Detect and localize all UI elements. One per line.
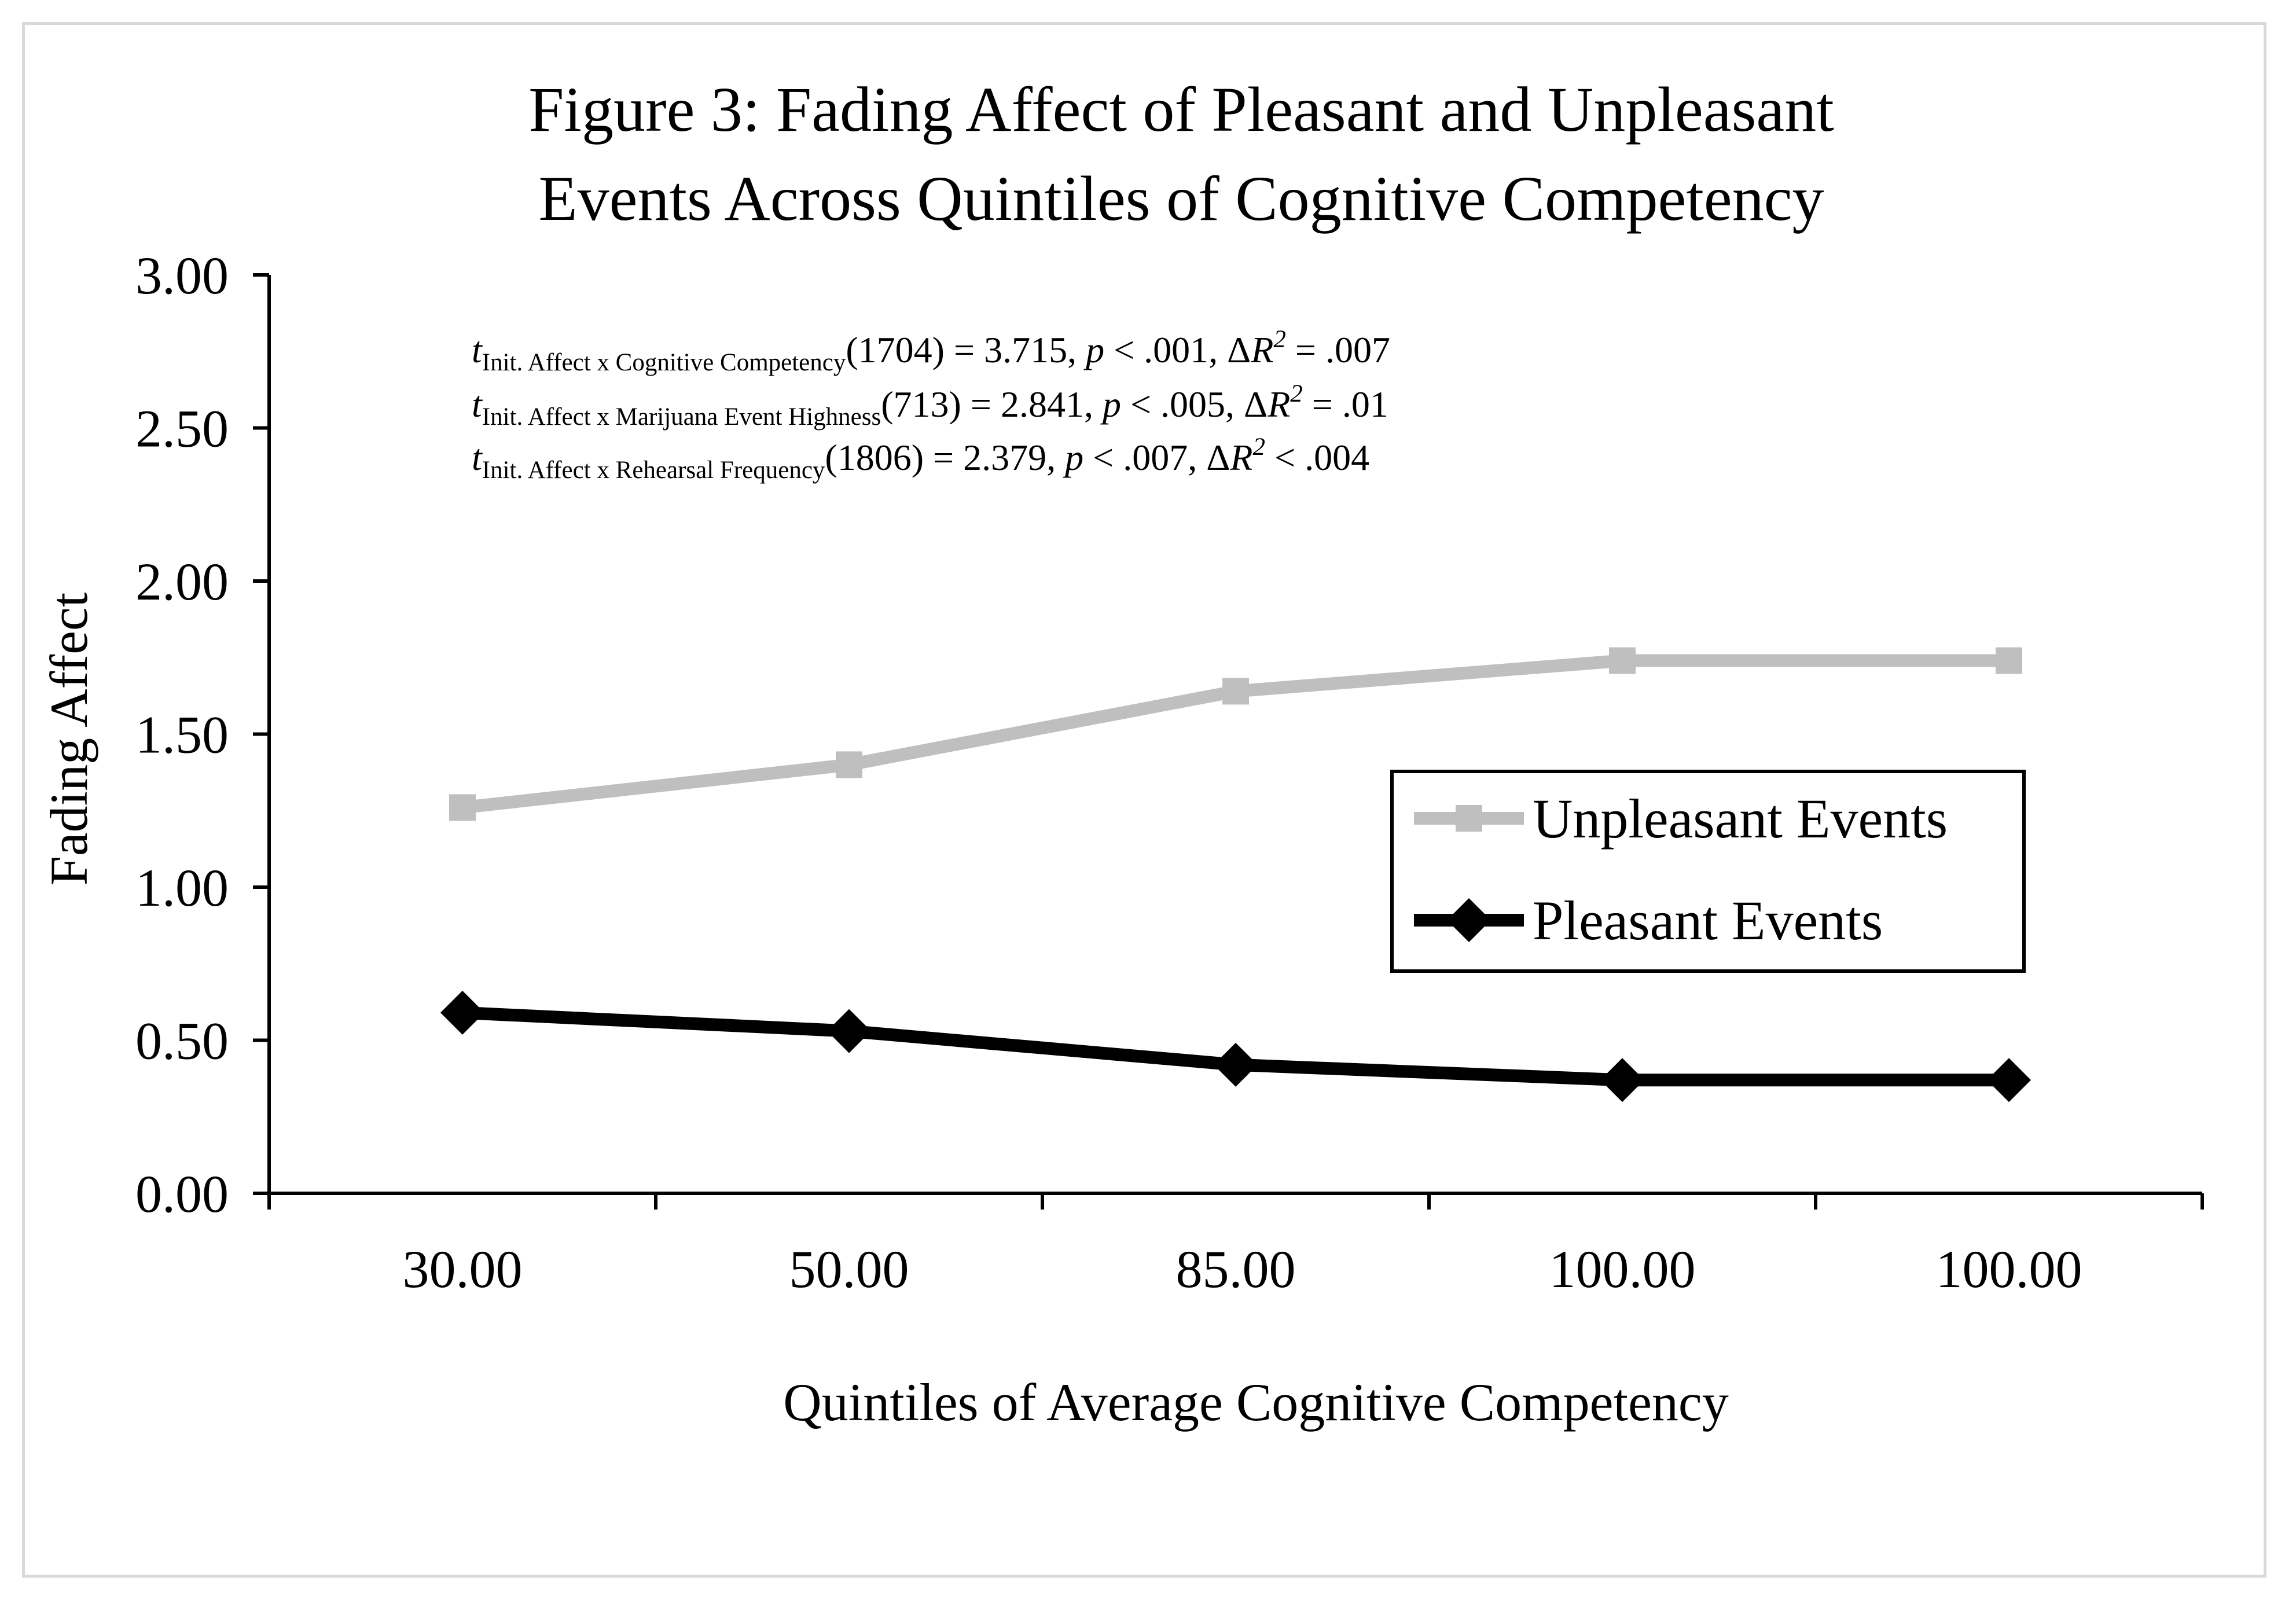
x-tick-label: 85.00 xyxy=(1176,1240,1296,1299)
x-axis-label: Quintiles of Average Cognitive Competenc… xyxy=(783,1373,1729,1432)
y-axis-label: Fading Affect xyxy=(39,592,98,885)
legend-marker xyxy=(1456,805,1482,832)
data-point xyxy=(449,794,476,821)
x-axis: 30.00 50.00 85.00 100.00 100.00 xyxy=(267,1192,2204,1299)
x-tick-label: 100.00 xyxy=(1936,1240,2082,1299)
series-unpleasant-events xyxy=(449,647,2022,821)
y-tick-label: 3.00 xyxy=(135,246,229,305)
legend-marker xyxy=(1447,898,1491,942)
x-tick-label: 30.00 xyxy=(403,1240,523,1299)
data-point xyxy=(836,751,862,778)
y-tick-label: 2.50 xyxy=(135,399,229,458)
data-point xyxy=(1222,678,1249,705)
legend: Unpleasant Events Pleasant Events xyxy=(1390,770,2026,973)
data-point xyxy=(1609,647,1636,674)
legend-label: Unpleasant Events xyxy=(1533,788,1948,850)
legend-box xyxy=(1390,770,2026,973)
y-tick-label: 0.50 xyxy=(135,1012,229,1071)
legend-label: Pleasant Events xyxy=(1533,889,1883,951)
data-point xyxy=(1996,647,2022,674)
x-tick-label: 100.00 xyxy=(1549,1240,1696,1299)
data-point xyxy=(1987,1058,2031,1102)
series-pleasant-events xyxy=(440,990,2031,1102)
y-tick-label: 1.00 xyxy=(135,858,229,917)
data-point xyxy=(827,1009,871,1053)
y-tick-label: 2.00 xyxy=(135,552,229,611)
series-layer xyxy=(440,647,2031,1102)
stats-annotations: tInit. Affect x Cognitive Competency(170… xyxy=(472,326,1390,484)
data-point xyxy=(440,990,484,1035)
stat-annotation-line: tInit. Affect x Cognitive Competency(170… xyxy=(472,326,1390,376)
stat-annotation-line: tInit. Affect x Rehearsal Frequency(1806… xyxy=(472,433,1369,484)
chart-title-line-1: Figure 3: Fading Affect of Pleasant and … xyxy=(528,74,1834,145)
y-tick-label: 1.50 xyxy=(135,705,229,764)
data-point xyxy=(1214,1042,1258,1087)
x-tick-label: 50.00 xyxy=(789,1240,909,1299)
y-axis: 0.00 0.50 1.00 1.50 2.00 2.50 3.00 xyxy=(135,246,271,1223)
chart-title-line-2: Events Across Quintiles of Cognitive Com… xyxy=(538,163,1824,234)
data-point xyxy=(1600,1058,1644,1102)
stat-annotation-line: tInit. Affect x Marijuana Event Highness… xyxy=(472,380,1388,431)
y-tick-label: 0.00 xyxy=(135,1164,229,1223)
